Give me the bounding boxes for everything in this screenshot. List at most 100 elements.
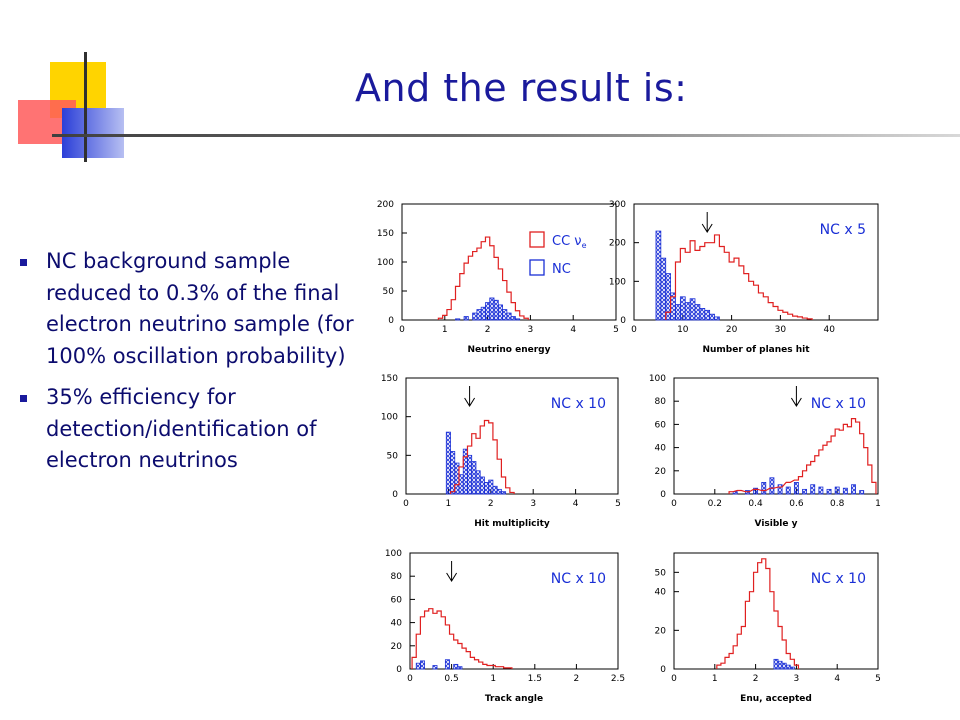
x-tick-label: 2.5 [611,674,625,684]
nc-bar [485,302,491,321]
x-tick-label: 40 [823,325,835,335]
nc-scale-annotation: NC x 5 [820,222,866,238]
nc-bar [475,470,481,495]
nc-bar [510,316,516,321]
nc-bar [515,318,521,321]
x-tick-label: 1 [446,499,452,509]
nc-bar [753,487,759,495]
nc-bar [492,485,498,495]
legend-nc-swatch [529,259,545,276]
x-tick-label: 4 [573,499,579,509]
y-tick-label: 200 [377,200,394,210]
nc-bar [432,665,438,670]
y-tick-label: 60 [655,420,667,430]
nc-bar [500,491,507,495]
nc-bar [818,486,824,495]
nc-bar [472,312,478,321]
nc-bar [463,316,469,321]
nc-bar [714,316,720,321]
nc-scale-annotation: NC x 10 [551,571,606,587]
bullet-text: NC background sample reduced to 0.3% of … [46,249,354,368]
y-tick-label: 0 [620,316,626,326]
y-tick-label: 60 [391,595,403,605]
y-tick-label: 100 [649,374,666,384]
nc-bar [506,312,512,321]
nc-bar [420,660,425,670]
cc-step-line [449,419,515,494]
nc-bar [457,666,463,670]
nc-bar [471,461,477,495]
nc-bar [453,663,459,670]
cc-step-line [728,418,877,494]
nc-bar [455,318,461,321]
decor-vertical-line [84,52,87,162]
histogram-panel: 0 0.2 0.4 0.6 0.8 1 0 20 40 60 80 100 Visible y NC x … [649,374,881,529]
nc-bar [484,481,490,495]
x-axis-label: Visible y [755,519,798,529]
y-tick-label: 100 [609,277,626,287]
cc-step-line [411,608,513,669]
x-tick-label: 1 [490,674,496,684]
y-tick-label: 50 [383,287,395,297]
nc-scale-annotation: NC x 10 [551,396,606,412]
y-tick-label: 40 [391,619,403,629]
y-tick-label: 0 [660,490,666,500]
nc-bar [489,297,495,321]
x-tick-label: 1 [875,499,881,509]
nc-bar [781,662,787,670]
x-tick-label: 4 [834,674,840,684]
cc-step-line [716,558,800,669]
nc-bar [415,662,421,670]
y-tick-label: 50 [387,451,399,461]
histogram-panel: 0 0.5 1 1.5 2 2.5 0 20 40 60 80 100 Track angle NC x … [385,549,625,704]
cc-step-line [665,234,813,320]
nc-bar [444,659,450,670]
legend: CC νe NC [529,231,587,277]
nc-bar [679,296,686,321]
nc-bar [660,257,667,321]
nc-bar [793,481,799,495]
nc-scale-annotation: NC x 10 [811,571,866,587]
y-tick-label: 40 [655,588,667,598]
nc-bar [496,488,502,495]
nc-bar [777,660,783,670]
nc-bar [655,230,662,321]
y-tick-label: 100 [377,258,394,268]
cut-arrow-icon [701,212,713,233]
x-tick-label: 2 [574,674,580,684]
nc-bar [458,474,464,495]
x-tick-label: 5 [615,499,621,509]
x-tick-label: 4 [570,325,576,335]
nc-bar [704,309,711,321]
cut-arrow-icon [464,386,476,407]
x-tick-label: 0 [671,674,677,684]
y-tick-label: 40 [655,444,667,454]
x-tick-label: 2 [488,499,494,509]
nc-bar [773,658,779,670]
nc-bar [777,484,783,495]
cut-arrow-icon [446,561,458,582]
x-axis-label: Hit multiplicity [474,519,550,529]
x-tick-label: 1.5 [528,674,542,684]
cut-arrow-icon [790,386,802,407]
nc-scale-annotation: NC x 10 [811,396,866,412]
x-axis-label: Number of planes hit [702,345,810,355]
nc-bar [785,486,791,495]
x-tick-label: 0 [403,499,409,509]
plot-frame [633,203,879,321]
x-axis-label: Track angle [485,694,543,704]
x-tick-label: 0 [407,674,413,684]
title-rule [52,134,960,137]
nc-bar [834,486,840,495]
x-tick-label: 0 [671,499,677,509]
y-tick-label: 50 [655,568,667,578]
nc-bar [684,302,691,321]
y-tick-label: 100 [385,549,402,559]
nc-bar [826,488,832,495]
nc-bar [497,304,503,321]
nc-bar [480,306,486,321]
y-tick-label: 80 [655,397,667,407]
nc-bar [450,451,456,495]
nc-bar [467,454,473,495]
